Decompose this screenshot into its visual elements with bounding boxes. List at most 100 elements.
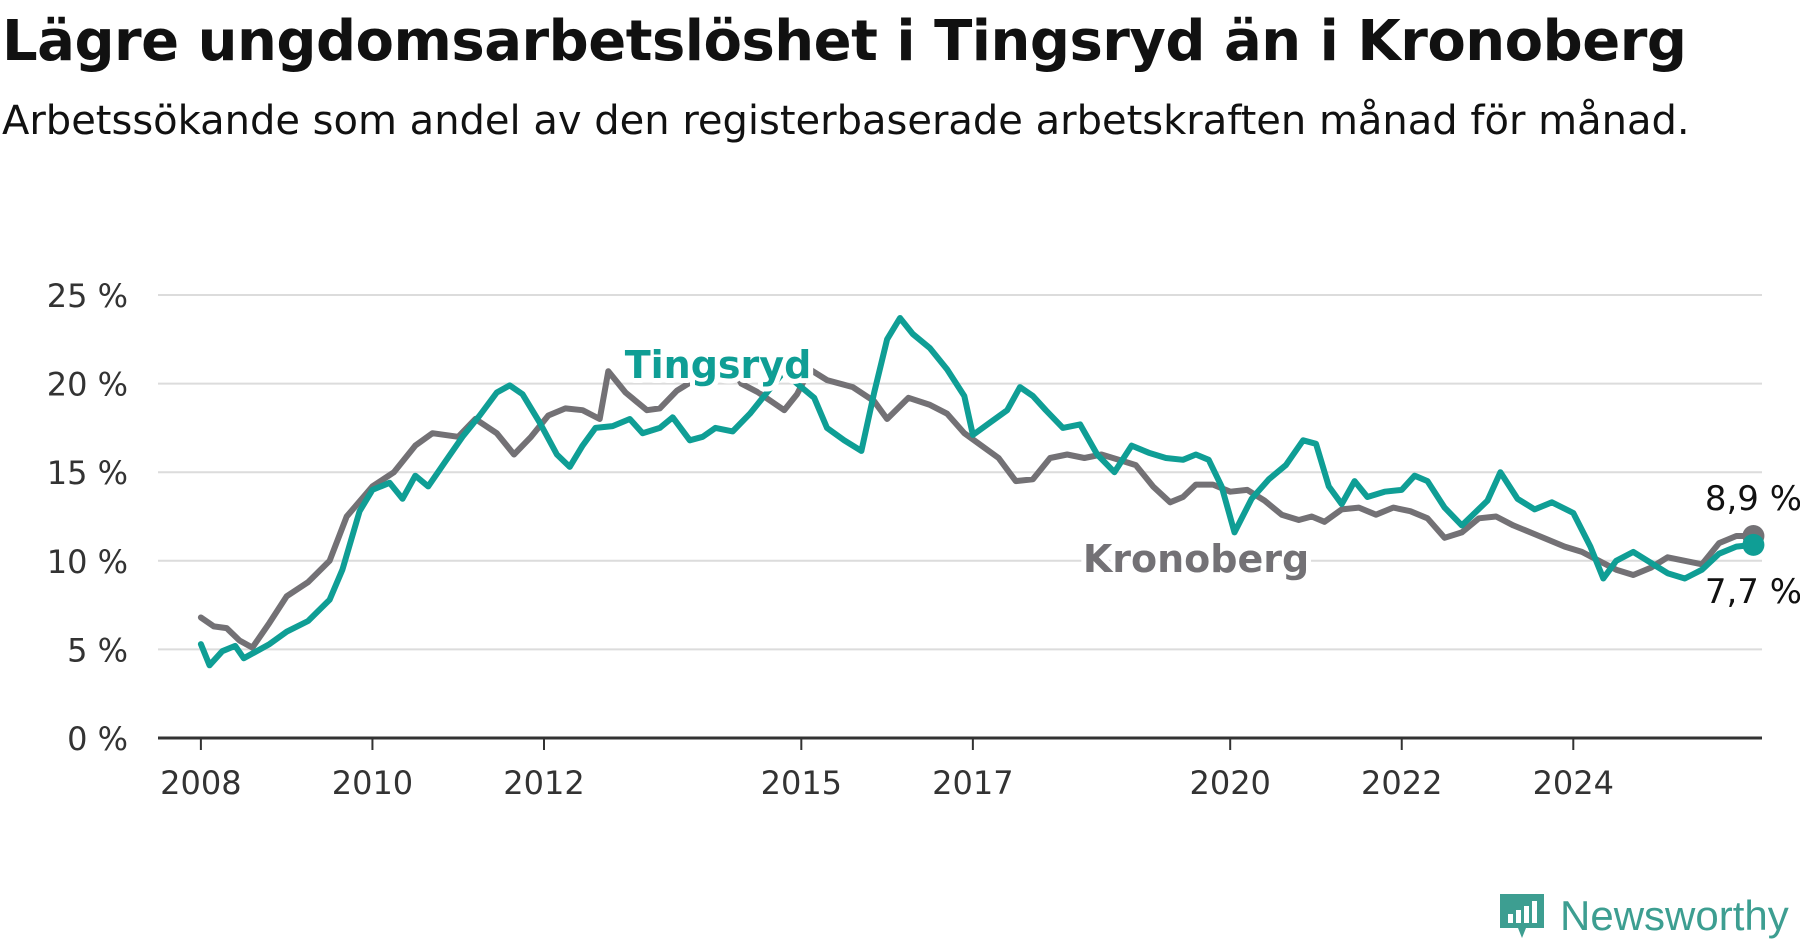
data-point-tingsryd: [387, 480, 392, 485]
data-point-kronoberg: [1682, 558, 1687, 563]
data-point-tingsryd: [945, 367, 950, 372]
data-point-kronoberg: [1562, 544, 1567, 549]
chart-title: Lägre ungdomsarbetslöshet i Tingsryd än …: [2, 9, 1687, 74]
data-point-tingsryd: [1095, 452, 1100, 457]
data-point-tingsryd: [1181, 457, 1185, 462]
data-point-tingsryd: [426, 484, 431, 489]
data-point-kronoberg: [1279, 512, 1284, 517]
gridlines: [158, 294, 1762, 740]
x-tick-label: 2022: [1361, 764, 1442, 802]
data-point-kronoberg: [546, 413, 551, 418]
data-point-kronoberg: [1511, 523, 1516, 528]
data-point-tingsryd: [988, 420, 992, 425]
data-point-kronoberg: [1309, 514, 1314, 519]
data-point-tingsryd: [885, 337, 890, 342]
data-point-kronoberg: [1322, 519, 1327, 524]
data-point-kronoberg: [391, 470, 396, 475]
end-marker-tingsryd: [1742, 533, 1765, 556]
data-point-kronoberg: [494, 431, 499, 436]
data-point-tingsryd: [1018, 385, 1022, 390]
data-point-kronoberg: [1476, 516, 1481, 521]
data-point-tingsryd: [795, 381, 799, 386]
data-point-kronoberg: [906, 395, 911, 400]
data-point-tingsryd: [327, 597, 332, 602]
newsworthy-icon: [1500, 894, 1544, 938]
data-point-tingsryd: [1459, 523, 1464, 528]
series-lines: [197, 315, 1757, 669]
data-point-tingsryd: [1078, 422, 1083, 427]
data-point-kronoberg: [306, 580, 311, 585]
data-point-kronoberg: [692, 378, 697, 383]
data-point-tingsryd: [233, 643, 238, 648]
data-point-kronoberg: [674, 388, 679, 393]
y-tick-label: 10 %: [47, 543, 128, 581]
data-point-kronoberg: [606, 369, 611, 374]
data-point-tingsryd: [872, 390, 877, 395]
data-point-kronoberg: [1296, 518, 1301, 522]
x-axis-ticks: 2008 2010 2012 2015 2017 2020 2022 2024: [160, 738, 1614, 802]
data-point-kronoberg: [597, 417, 602, 421]
series-line-tingsryd: [197, 315, 1757, 669]
data-point-tingsryd: [1700, 567, 1704, 572]
data-point-tingsryd: [207, 663, 212, 668]
data-point-tingsryd: [1005, 408, 1010, 413]
data-point-kronoberg: [1442, 535, 1447, 540]
end-value-label-kronoberg: 8,9 %: [1705, 479, 1800, 519]
data-point-kronoberg: [250, 645, 255, 650]
newsworthy-logo[interactable]: Newsworthy: [1496, 888, 1789, 944]
data-point-kronoberg: [782, 408, 787, 413]
data-point-kronoberg: [237, 638, 242, 643]
data-point-tingsryd: [1352, 479, 1357, 484]
data-point-kronoberg: [1013, 479, 1018, 484]
data-point-tingsryd: [198, 642, 203, 647]
data-point-kronoberg: [1579, 549, 1584, 554]
x-tick-label: 2012: [503, 764, 584, 802]
data-point-kronoberg: [1648, 565, 1653, 570]
data-point-kronoberg: [713, 371, 718, 375]
data-point-kronoberg: [1391, 505, 1396, 510]
data-point-kronoberg: [1665, 555, 1670, 560]
data-point-kronoberg: [1425, 516, 1430, 521]
data-point-tingsryd: [610, 424, 615, 429]
end-value-label-tingsryd: 7,7 %: [1705, 572, 1800, 612]
data-point-kronoberg: [580, 408, 585, 413]
data-point-tingsryd: [1266, 477, 1271, 482]
data-point-tingsryd: [340, 567, 345, 572]
data-point-tingsryd: [1146, 450, 1151, 455]
data-point-tingsryd: [400, 496, 405, 501]
data-point-tingsryd: [627, 417, 632, 421]
data-point-tingsryd: [1485, 498, 1490, 503]
data-point-tingsryd: [910, 332, 915, 336]
data-point-tingsryd: [730, 429, 735, 434]
data-point-kronoberg: [1545, 537, 1550, 542]
data-point-kronoberg: [1528, 530, 1533, 535]
data-point-tingsryd: [1339, 502, 1344, 507]
data-point-tingsryd: [370, 487, 375, 492]
data-point-kronoberg: [726, 356, 731, 361]
data-point-tingsryd: [306, 619, 311, 623]
data-point-kronoberg: [1631, 573, 1636, 577]
data-point-tingsryd: [1549, 500, 1554, 505]
data-point-kronoberg: [1459, 530, 1464, 535]
y-tick-label: 5 %: [67, 631, 128, 669]
data-point-tingsryd: [1163, 456, 1168, 460]
x-tick-label: 2024: [1533, 764, 1614, 802]
data-point-tingsryd: [1614, 558, 1619, 563]
data-point-kronoberg: [996, 456, 1001, 460]
data-point-tingsryd: [593, 425, 598, 430]
data-point-kronoberg: [1262, 498, 1267, 503]
data-point-tingsryd: [1532, 507, 1537, 512]
data-point-kronoberg: [945, 411, 950, 416]
y-tick-label: 25 %: [47, 277, 128, 315]
data-point-kronoberg: [1614, 567, 1619, 572]
data-point-tingsryd: [1734, 544, 1739, 549]
data-point-tingsryd: [657, 425, 662, 430]
data-point-kronoberg: [1048, 456, 1053, 460]
x-tick-label: 2008: [160, 764, 241, 802]
data-point-kronoberg: [1168, 500, 1173, 505]
data-point-tingsryd: [1219, 484, 1224, 489]
data-point-kronoberg: [1717, 541, 1722, 546]
data-point-tingsryd: [842, 438, 847, 443]
data-point-tingsryd: [765, 390, 769, 395]
data-point-kronoberg: [1181, 495, 1185, 499]
